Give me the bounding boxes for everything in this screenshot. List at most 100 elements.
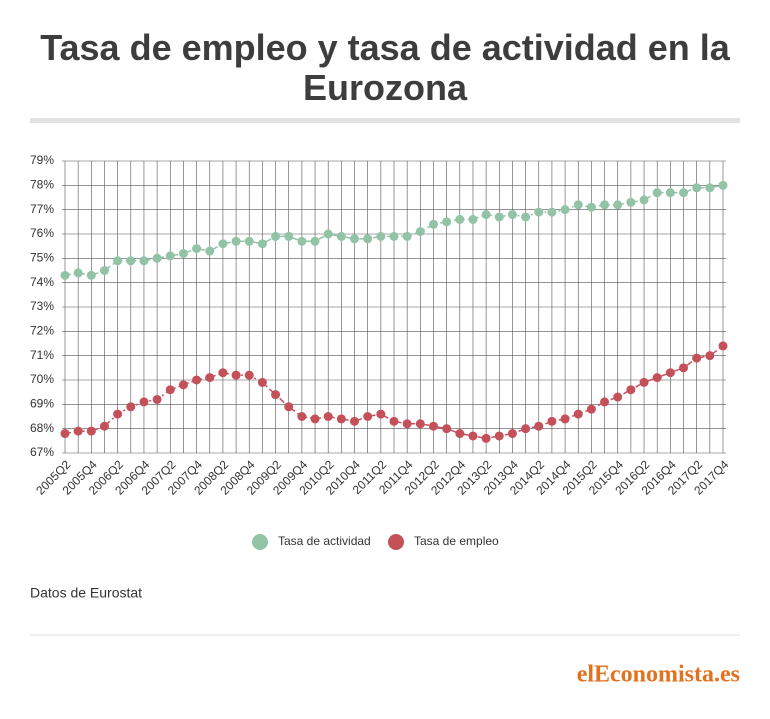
y-tick-label: 75% <box>30 251 54 265</box>
data-point <box>652 373 662 383</box>
data-point <box>692 353 702 363</box>
data-point <box>178 248 188 258</box>
data-point <box>534 207 544 217</box>
data-point <box>73 268 83 278</box>
data-point <box>652 188 662 198</box>
data-point <box>494 431 504 441</box>
data-point <box>205 373 215 383</box>
series-line <box>64 345 724 440</box>
y-tick-label: 74% <box>30 275 54 289</box>
data-point <box>600 397 610 407</box>
data-point <box>692 183 702 193</box>
data-point <box>350 416 360 426</box>
data-point <box>718 180 728 190</box>
data-point <box>86 270 96 280</box>
data-point <box>573 409 583 419</box>
y-tick-label: 77% <box>30 202 54 216</box>
y-tick-label: 70% <box>30 372 54 386</box>
data-point <box>310 414 320 424</box>
y-tick-label: 67% <box>30 445 54 459</box>
data-point <box>718 341 728 351</box>
data-point <box>336 231 346 241</box>
data-point <box>99 266 109 275</box>
data-point <box>231 236 241 246</box>
data-point <box>271 390 281 400</box>
data-point <box>389 416 399 426</box>
data-point <box>494 212 504 222</box>
y-tick-label: 73% <box>30 299 54 313</box>
data-point <box>86 426 96 436</box>
data-point <box>600 200 610 210</box>
data-point <box>586 404 596 414</box>
data-point <box>218 239 228 249</box>
data-point <box>192 375 202 385</box>
data-point <box>257 377 267 387</box>
y-tick-label: 79% <box>30 153 54 167</box>
data-point <box>99 421 109 431</box>
data-point <box>586 202 596 212</box>
data-point <box>507 429 517 439</box>
data-point <box>376 231 386 241</box>
data-point <box>257 239 267 249</box>
legend-label: Tasa de actividad <box>278 534 371 548</box>
data-point <box>415 227 425 237</box>
data-point <box>297 412 307 421</box>
data-point <box>113 256 123 266</box>
data-point <box>573 200 583 210</box>
data-point <box>639 377 649 387</box>
data-point <box>415 419 425 429</box>
legend-swatch <box>252 534 268 550</box>
data-point <box>507 210 517 220</box>
data-point <box>205 246 215 256</box>
data-point <box>679 363 689 373</box>
data-point <box>705 183 715 193</box>
data-point <box>442 424 452 434</box>
data-point <box>376 409 386 419</box>
data-point <box>481 210 491 220</box>
data-point <box>468 431 478 441</box>
data-point <box>363 234 373 244</box>
data-point <box>613 200 623 210</box>
data-point <box>73 426 83 436</box>
y-tick-label: 71% <box>30 348 54 362</box>
data-point <box>679 188 689 198</box>
data-point <box>665 188 675 198</box>
data-point <box>271 231 281 241</box>
data-point <box>534 421 544 431</box>
data-point <box>323 412 333 421</box>
data-point <box>547 207 557 217</box>
data-point <box>521 424 531 434</box>
data-point <box>297 236 307 246</box>
data-point <box>481 433 491 443</box>
data-point <box>152 394 162 404</box>
data-point <box>705 351 715 361</box>
y-tick-label: 72% <box>30 324 54 338</box>
data-point <box>428 421 438 431</box>
source-note: Datos de Eurostat <box>30 585 142 601</box>
data-point <box>231 370 241 380</box>
data-point <box>455 429 465 439</box>
title-rule <box>30 118 740 123</box>
y-tick-label: 68% <box>30 421 54 435</box>
data-point <box>547 416 557 426</box>
data-point <box>560 414 570 424</box>
data-point <box>192 244 202 254</box>
data-point <box>284 402 294 412</box>
data-point <box>402 419 412 429</box>
chart-title: Tasa de empleo y tasa de actividad en la… <box>40 27 731 108</box>
data-point <box>60 429 70 439</box>
data-point <box>113 409 123 419</box>
data-point <box>165 385 175 395</box>
data-point <box>152 253 162 263</box>
data-point <box>336 414 346 424</box>
data-point <box>323 229 333 239</box>
data-point <box>126 256 136 266</box>
data-point <box>60 270 70 280</box>
data-point <box>455 214 465 224</box>
data-point <box>244 370 254 380</box>
data-point <box>126 402 136 412</box>
data-point <box>178 380 188 390</box>
data-point <box>218 368 228 378</box>
data-point <box>521 212 531 222</box>
